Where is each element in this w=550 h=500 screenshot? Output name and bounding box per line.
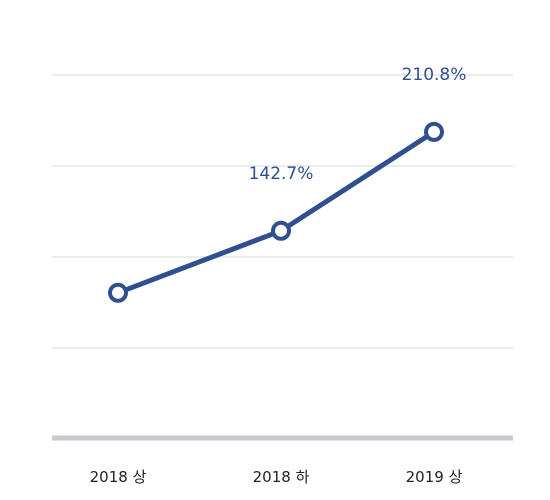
- x-tick-labels: 2018 상 2018 하 2019 상: [90, 468, 463, 486]
- data-point: [424, 121, 444, 142]
- data-labels: 142.7% 210.8%: [249, 65, 467, 184]
- data-point: [271, 220, 291, 241]
- data-point: [108, 282, 128, 303]
- data-points: [108, 121, 444, 303]
- data-label: 142.7%: [249, 164, 314, 184]
- x-tick-label: 2018 상: [90, 468, 147, 486]
- data-label: 210.8%: [402, 65, 467, 85]
- series-line: [115, 129, 437, 296]
- gridlines: [52, 74, 513, 349]
- x-tick-label: 2019 상: [406, 468, 463, 486]
- x-tick-label: 2018 하: [253, 468, 310, 486]
